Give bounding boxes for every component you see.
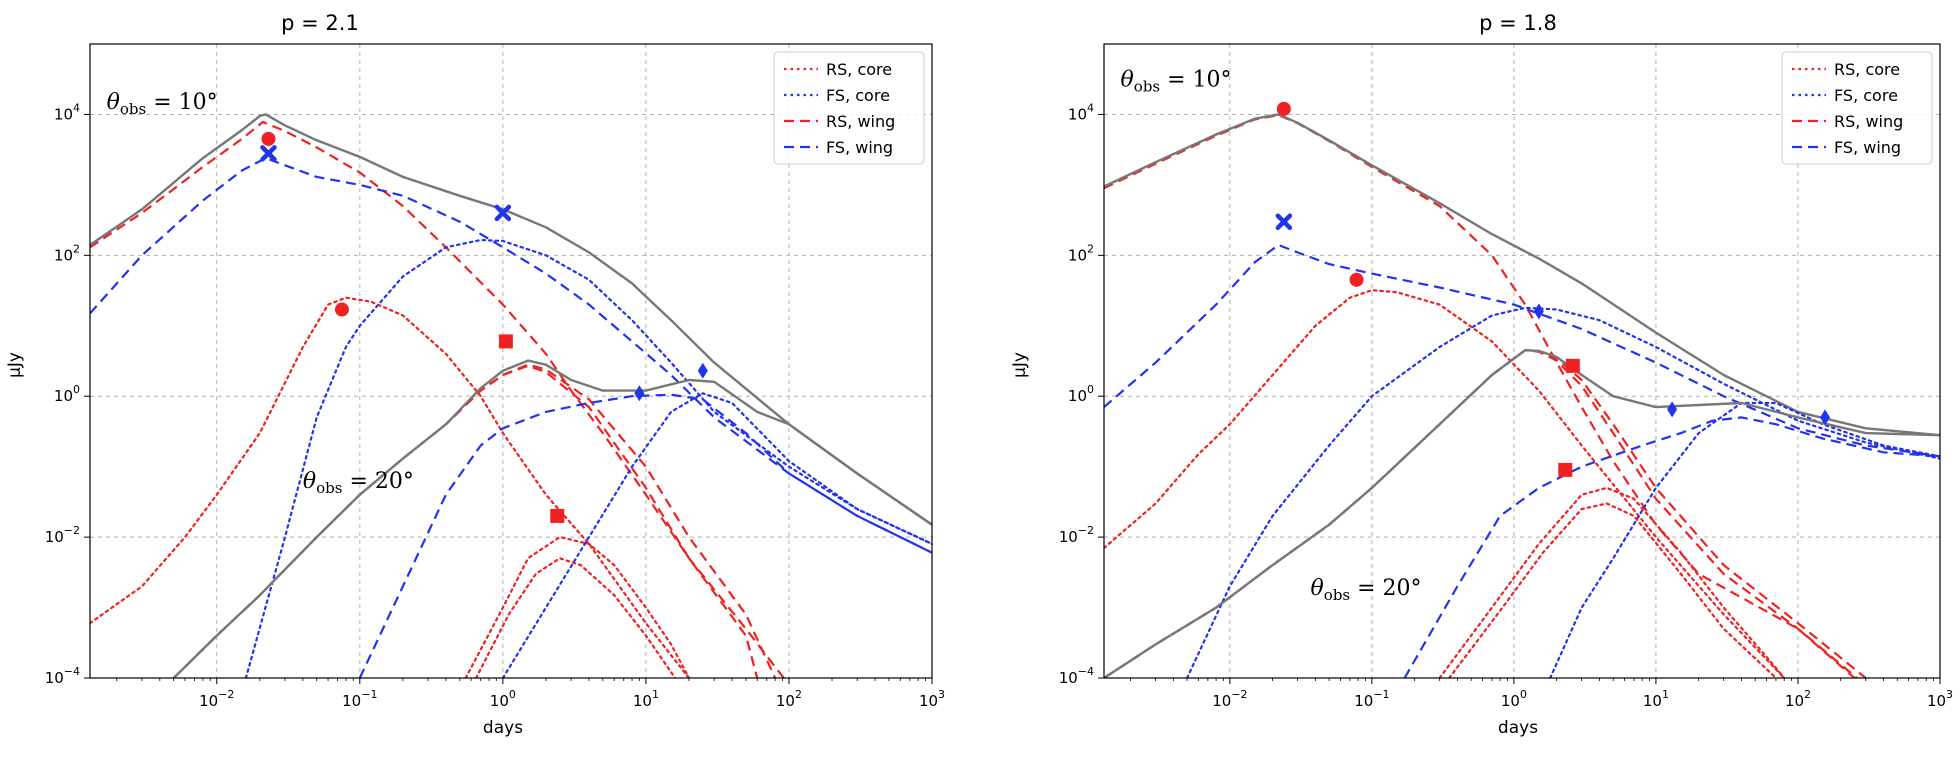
x-tick-label: 103 — [1927, 688, 1953, 710]
y-tick-label: 100 — [54, 383, 80, 405]
y-tick-label: 104 — [54, 101, 80, 123]
marker-square-5 — [1558, 462, 1573, 477]
marker-diamond-6 — [697, 362, 708, 379]
x-tick-label: 10−1 — [1354, 688, 1389, 710]
x-tick-label: 101 — [633, 688, 659, 710]
x-tick-label: 10−2 — [199, 688, 234, 710]
y-tick-label: 10−2 — [1059, 524, 1094, 546]
series-line-3 — [1104, 289, 1786, 678]
x-axis-label: days — [1498, 718, 1538, 738]
y-tick-label: 10−4 — [45, 665, 80, 687]
chart-title: p = 1.8 — [1479, 11, 1557, 35]
x-tick-label: 102 — [1785, 688, 1811, 710]
series-line-2 — [1186, 306, 1940, 678]
series-line-10 — [1448, 502, 1778, 678]
x-tick-label: 100 — [1501, 688, 1527, 710]
marker-square-7 — [550, 508, 565, 523]
series-line-5 — [172, 363, 777, 678]
x-tick-label: 10−1 — [342, 688, 377, 710]
x-tick-label: 102 — [776, 688, 802, 710]
series-line-11 — [1104, 349, 1940, 678]
marker-diamond-7 — [1820, 409, 1831, 426]
y-tick-label: 100 — [1068, 383, 1094, 405]
marker-square-4 — [1565, 358, 1580, 373]
series-line-0 — [90, 120, 786, 678]
series-line-8 — [501, 392, 932, 678]
x-tick-label: 10−2 — [1212, 688, 1247, 710]
chart-title: p = 2.1 — [281, 11, 359, 35]
angle-annotation: θobs = 10° — [107, 90, 218, 118]
legend: RS, core FS, core RS, wing FS, wing — [773, 51, 925, 165]
legend-label: FS, wing — [826, 138, 893, 157]
legend-label: FS, wing — [1834, 138, 1901, 157]
marker-diamond-6 — [1667, 401, 1678, 418]
marker-circle-0 — [1276, 101, 1291, 116]
series-line-1 — [1104, 243, 1940, 458]
legend-label: RS, wing — [1834, 112, 1903, 131]
series-line-4 — [1104, 113, 1940, 437]
chart-panel-left: p = 2.1 days μJy 10−2 10−1 100 101 102 103 10−… — [5, 11, 945, 738]
legend-label: FS, core — [826, 86, 890, 105]
angle-annotation: θobs = 10° — [1121, 67, 1232, 95]
marker-x-1 — [1275, 213, 1293, 230]
legend-label: FS, core — [1834, 86, 1898, 105]
series-line-5 — [1104, 349, 1867, 678]
marker-square-4 — [498, 334, 513, 349]
x-tick-label: 101 — [1643, 688, 1669, 710]
y-tick-label: 10−4 — [1059, 665, 1094, 687]
y-axis-label: μJy — [1010, 352, 1030, 378]
series-line-4 — [90, 113, 932, 526]
series-line-9 — [1438, 486, 1786, 678]
marker-x-2 — [494, 204, 512, 222]
y-tick-label: 102 — [54, 242, 80, 264]
series-line-7 — [1403, 416, 1940, 678]
series-line-11 — [172, 359, 932, 678]
marker-circle-2 — [1349, 272, 1364, 287]
legend-label: RS, core — [826, 60, 892, 79]
marker-diamond-3 — [1533, 303, 1544, 320]
plot-frame — [1103, 43, 1941, 679]
y-tick-label: 10−2 — [45, 524, 80, 546]
marker-circle-0 — [261, 131, 276, 146]
series-line-9 — [464, 536, 691, 678]
series-line-8 — [1549, 401, 1940, 678]
series-line-6 — [1104, 349, 1858, 678]
marker-circle-3 — [334, 302, 349, 317]
angle-annotation: θobs = 20° — [1311, 576, 1422, 604]
y-tick-label: 104 — [1068, 101, 1094, 123]
x-axis-label: days — [483, 718, 523, 738]
angle-annotation: θobs = 20° — [303, 469, 414, 497]
marker-x-1 — [260, 145, 277, 162]
x-tick-label: 100 — [490, 688, 516, 710]
series-line-7 — [358, 393, 932, 678]
y-axis-label: μJy — [5, 352, 25, 378]
legend-label: RS, core — [1834, 60, 1900, 79]
series-line-1 — [90, 157, 932, 554]
chart-panel-right: p = 1.8 days μJy 10−2 10−1 100 101 102 103 10−… — [1010, 11, 1953, 738]
series-line-2 — [244, 238, 932, 678]
legend-label: RS, wing — [826, 112, 895, 131]
y-tick-label: 102 — [1068, 242, 1094, 264]
plot-frame — [89, 43, 933, 679]
x-tick-label: 103 — [919, 688, 945, 710]
marker-diamond-5 — [634, 385, 645, 402]
series-line-10 — [475, 557, 677, 678]
legend: RS, core FS, core RS, wing FS, wing — [1781, 51, 1933, 165]
